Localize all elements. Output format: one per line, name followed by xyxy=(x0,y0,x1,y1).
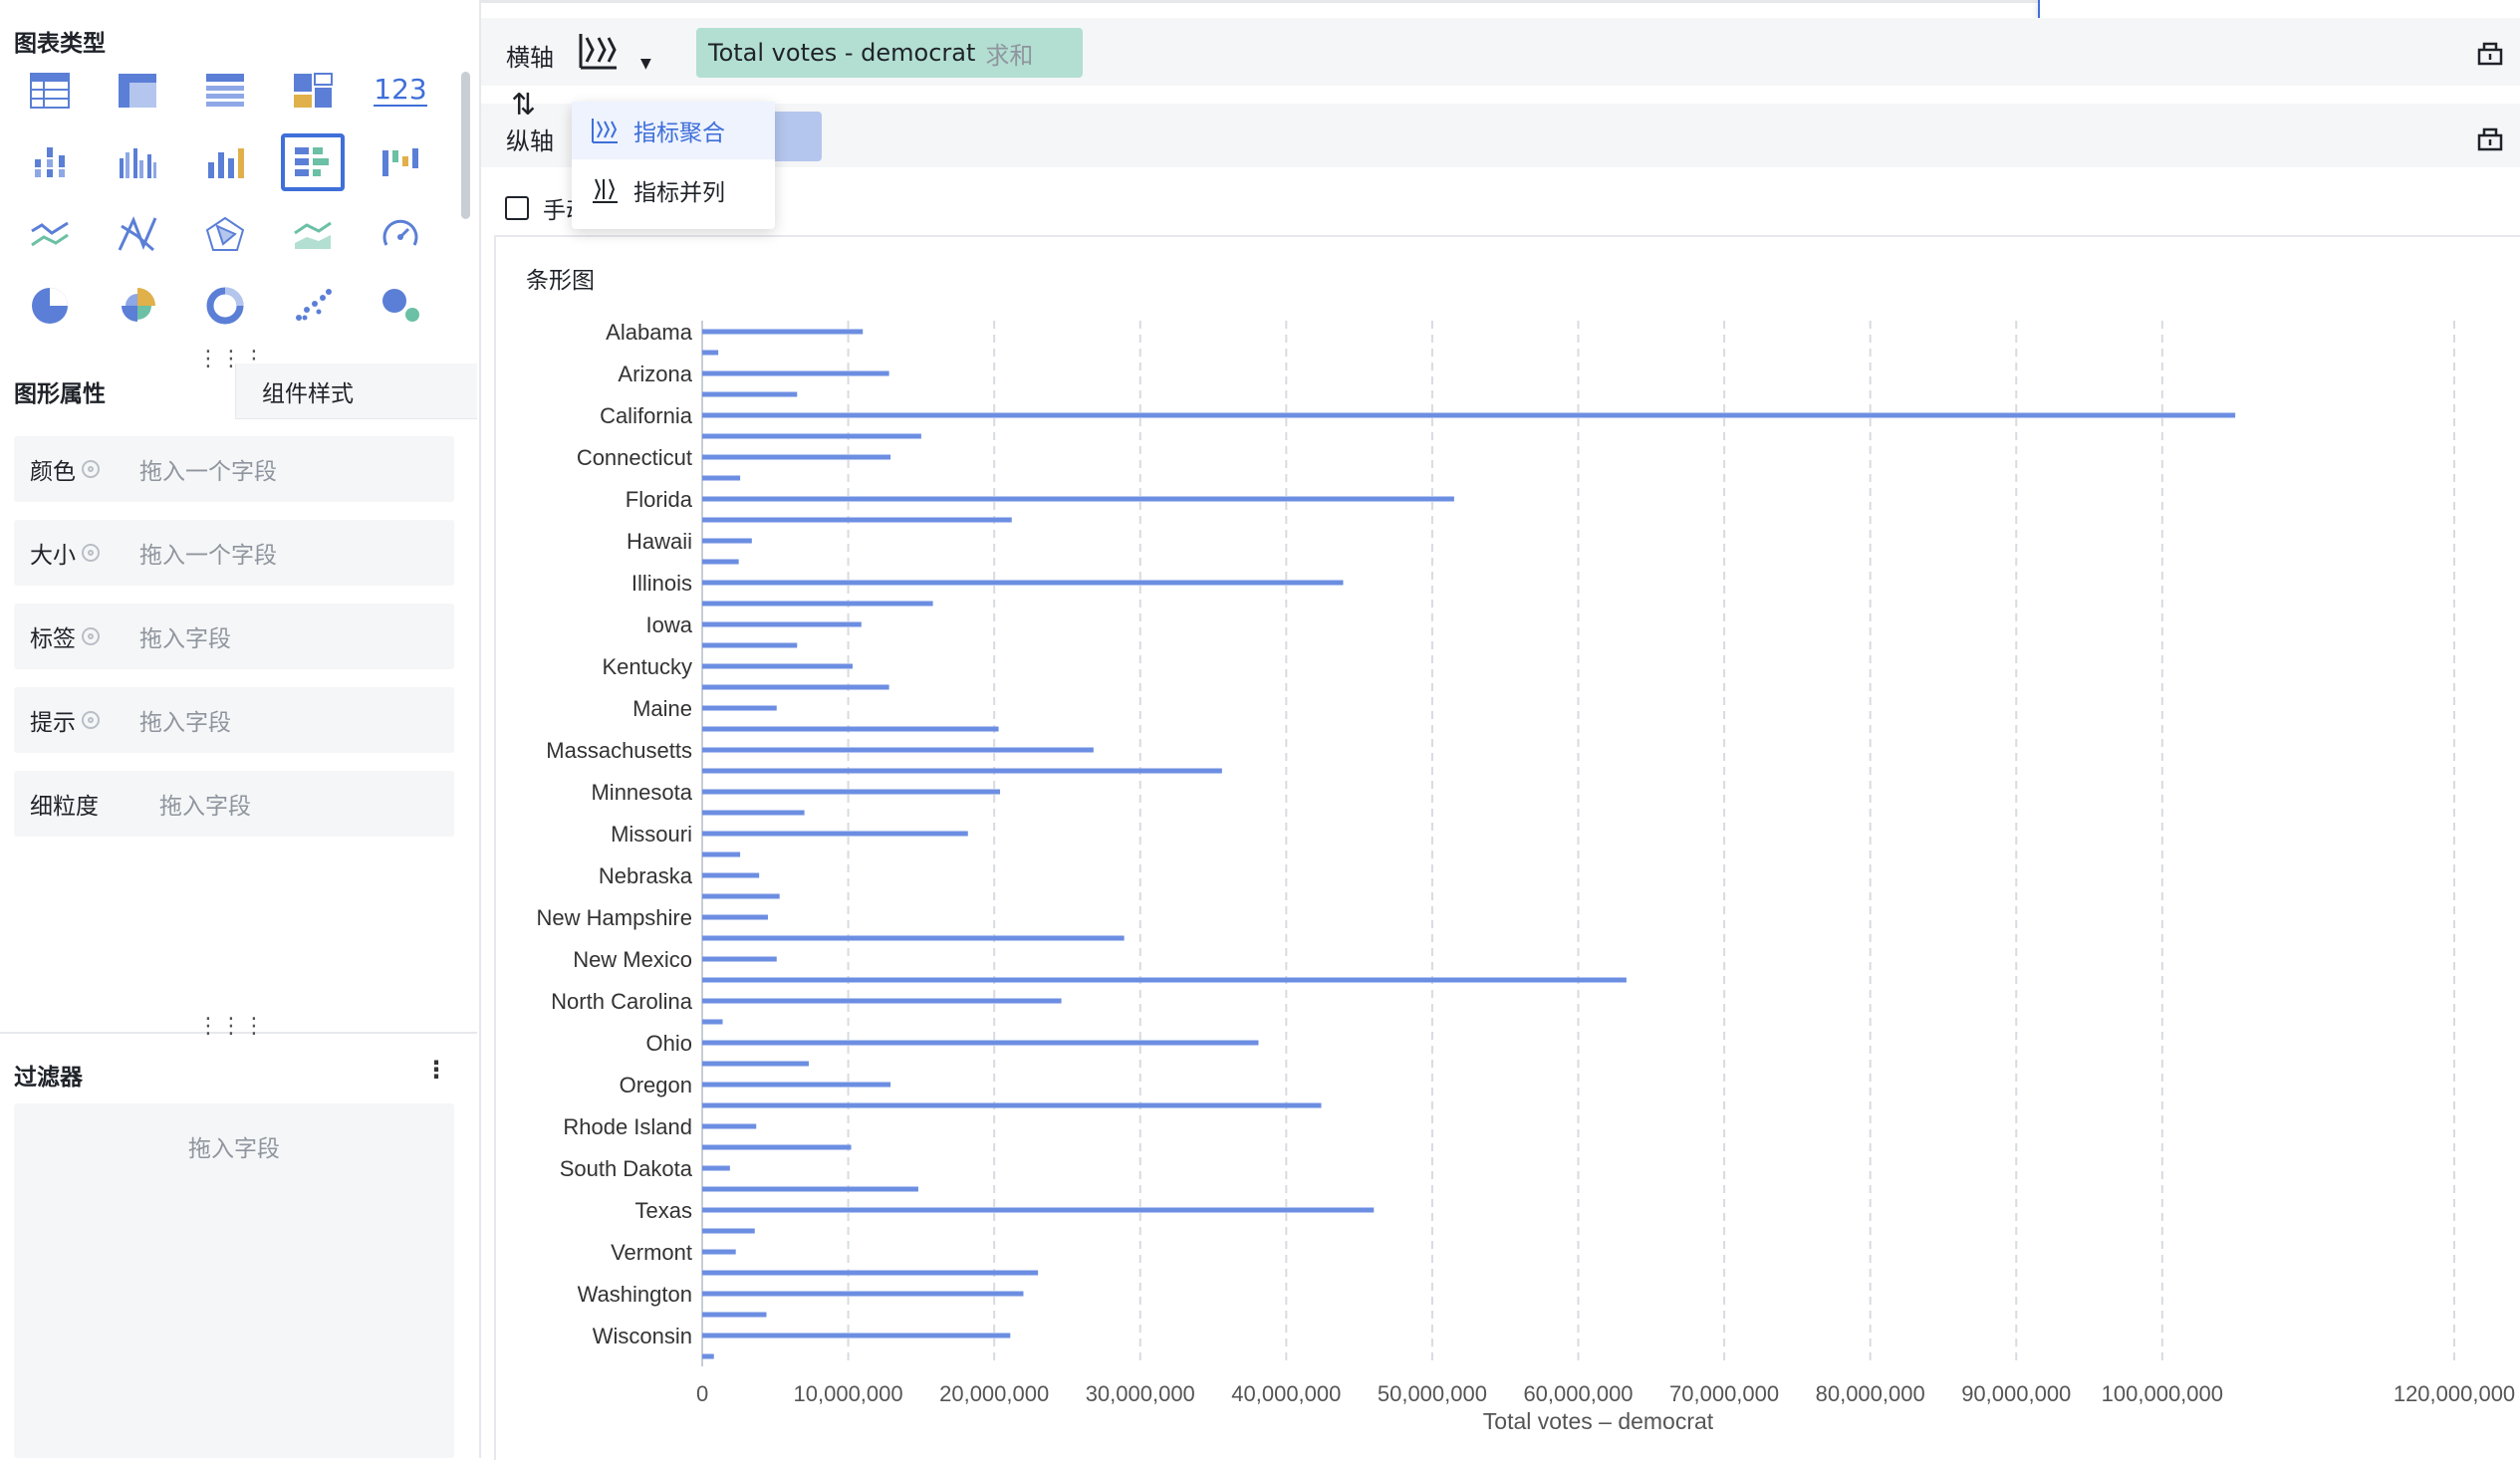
rose-icon[interactable] xyxy=(106,277,169,335)
filter-menu-icon[interactable]: ⋮ xyxy=(424,1056,448,1084)
label-drop-zone[interactable]: 标签 拖入字段 xyxy=(14,604,454,669)
pie-icon[interactable] xyxy=(18,277,82,335)
property-label: 细粒度 xyxy=(30,794,99,820)
property-label: 大小 xyxy=(30,543,76,569)
swap-axes-icon[interactable]: ⇅ xyxy=(511,88,537,122)
property-label: 颜色 xyxy=(30,459,76,485)
chart-title: 条形图 xyxy=(526,268,595,294)
chart-card xyxy=(494,235,2520,1460)
settings-icon[interactable] xyxy=(82,627,100,645)
section-divider xyxy=(0,1032,477,1034)
stacked-bar-icon[interactable] xyxy=(18,133,82,191)
filter-title: 过滤器 xyxy=(14,1065,83,1091)
bar-chart-icon[interactable] xyxy=(281,133,345,191)
x-axis-shelf[interactable]: 横轴 ▼ Total votes - democrat 求和 xyxy=(481,18,2520,86)
left-config-panel: 图表类型 123 xyxy=(0,0,481,1458)
area-icon[interactable] xyxy=(281,205,345,263)
chart-types-title: 图表类型 xyxy=(14,31,106,57)
dropdown-label: 指标聚合 xyxy=(633,121,725,146)
settings-icon[interactable] xyxy=(82,711,100,729)
scatter-icon[interactable] xyxy=(281,277,345,335)
tab-shape-properties[interactable]: 图形属性 xyxy=(14,381,106,407)
metric-mode-dropdown: 指标聚合 指标并列 xyxy=(572,102,775,229)
x-axis-label: 横轴 xyxy=(506,44,554,72)
radar-line-icon[interactable] xyxy=(106,205,169,263)
floating-panel-edge xyxy=(2038,0,2520,18)
drop-placeholder: 拖入字段 xyxy=(188,1136,280,1162)
settings-icon[interactable] xyxy=(82,544,100,562)
size-drop-zone[interactable]: 大小 拖入一个字段 xyxy=(14,520,454,586)
drop-placeholder: 拖入字段 xyxy=(159,794,251,820)
window-top-border xyxy=(0,0,2520,3)
property-tabs: 图形属性 组件样式 xyxy=(0,364,477,419)
gauge-icon[interactable] xyxy=(369,205,432,263)
bubble-icon[interactable] xyxy=(369,277,432,335)
grouped-column-icon[interactable] xyxy=(106,133,169,191)
drop-placeholder: 拖入一个字段 xyxy=(139,543,277,569)
chevron-down-icon[interactable]: ▼ xyxy=(640,56,651,72)
y-axis-label: 纵轴 xyxy=(506,127,554,155)
drop-placeholder: 拖入字段 xyxy=(139,710,231,736)
granularity-drop-zone[interactable]: 细粒度 拖入字段 xyxy=(14,771,454,837)
metric-aggregate-icon xyxy=(592,119,618,143)
drop-placeholder: 拖入字段 xyxy=(139,626,231,652)
metric-aggregate-icon[interactable] xyxy=(577,30,621,78)
resize-handle-bottom[interactable]: ⋮⋮⋮ xyxy=(197,1014,266,1039)
detail-table-icon[interactable] xyxy=(193,62,257,120)
filter-drop-zone[interactable]: 拖入字段 xyxy=(14,1103,454,1458)
dropdown-item-parallel[interactable]: 指标并列 xyxy=(572,161,775,219)
tooltip-drop-zone[interactable]: 提示 拖入字段 xyxy=(14,687,454,753)
dropdown-item-aggregate[interactable]: 指标聚合 xyxy=(572,102,775,159)
donut-icon[interactable] xyxy=(193,277,257,335)
property-label: 提示 xyxy=(30,710,76,736)
waterfall-icon[interactable] xyxy=(369,133,432,191)
y-field-pill[interactable] xyxy=(770,112,822,161)
drop-placeholder: 拖入一个字段 xyxy=(139,459,277,485)
dropdown-label: 指标并列 xyxy=(633,180,725,206)
aggregation-label: 求和 xyxy=(985,41,1034,70)
property-label: 标签 xyxy=(30,626,76,652)
y-axis-shelf[interactable]: ⇅ 纵轴 xyxy=(481,88,2520,167)
manual-checkbox[interactable] xyxy=(505,196,529,220)
tab-component-style[interactable]: 组件样式 xyxy=(235,364,477,419)
treemap-icon[interactable] xyxy=(281,62,345,120)
field-name: Total votes - democrat xyxy=(708,39,976,67)
x-field-pill[interactable]: Total votes - democrat 求和 xyxy=(696,28,1084,78)
lock-icon[interactable] xyxy=(2476,38,2504,66)
metric-parallel-icon xyxy=(593,178,618,203)
lock-icon[interactable] xyxy=(2476,123,2504,151)
radar-icon[interactable] xyxy=(193,205,257,263)
crosstab-icon[interactable] xyxy=(106,62,169,120)
line-icon[interactable] xyxy=(18,205,82,263)
kpi-number-icon[interactable]: 123 xyxy=(374,73,427,107)
chart-types-scrollbar[interactable] xyxy=(461,72,470,219)
column-icon[interactable] xyxy=(193,133,257,191)
table-icon[interactable] xyxy=(18,62,82,120)
color-drop-zone[interactable]: 颜色 拖入一个字段 xyxy=(14,436,454,502)
settings-icon[interactable] xyxy=(82,460,100,478)
